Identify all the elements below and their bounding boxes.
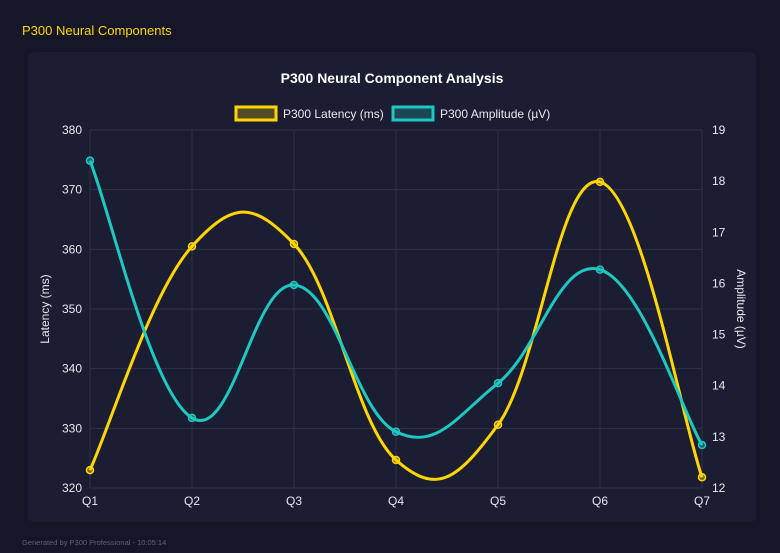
data-point (493, 378, 503, 388)
data-point (289, 239, 299, 249)
y-right-tick-label: 12 (712, 481, 726, 495)
y-right-tick-label: 18 (712, 174, 726, 188)
legend-label: P300 Latency (ms) (283, 107, 384, 121)
y-left-tick-label: 380 (62, 123, 82, 137)
chart-title: P300 Neural Component Analysis (281, 70, 504, 86)
y-right-tick-label: 14 (712, 379, 726, 393)
y-left-tick-label: 350 (62, 302, 82, 316)
x-tick-label: Q4 (388, 494, 404, 508)
legend-swatch (391, 105, 435, 122)
legend-swatch (234, 105, 278, 122)
x-tick-label: Q5 (490, 494, 506, 508)
y-left-tick-label: 370 (62, 183, 82, 197)
series-line-1 (88, 160, 704, 446)
data-point (493, 420, 503, 430)
data-point (85, 465, 95, 475)
y-right-axis-title: Amplitude (µV) (734, 269, 748, 349)
y-right-tick-label: 19 (712, 123, 726, 137)
data-point (595, 177, 605, 187)
data-point (187, 242, 197, 251)
y-right-tick-label: 17 (712, 225, 726, 239)
x-tick-label: Q3 (286, 494, 302, 508)
x-tick-label: Q7 (694, 494, 710, 508)
footer-text: Generated by P300 Professional - 10:05:1… (22, 538, 167, 547)
data-point (391, 427, 401, 436)
y-left-tick-label: 330 (62, 421, 82, 435)
data-point (391, 455, 401, 465)
y-left-axis-title: Latency (ms) (38, 274, 52, 343)
y-left-tick-label: 340 (62, 362, 82, 376)
y-right-tick-label: 15 (712, 328, 726, 342)
data-point (187, 413, 197, 423)
x-tick-label: Q6 (592, 494, 608, 508)
page-title: P300 Neural Components (22, 23, 172, 38)
y-right-tick-label: 13 (712, 430, 726, 444)
data-point (697, 473, 707, 482)
x-tick-label: Q2 (184, 494, 200, 508)
y-right-tick-label: 16 (712, 276, 726, 290)
y-left-tick-label: 320 (62, 481, 82, 495)
data-point (289, 280, 299, 290)
y-left-tick-label: 360 (62, 242, 82, 256)
data-point (595, 265, 605, 274)
legend-label: P300 Amplitude (µV) (440, 107, 550, 121)
data-point (85, 156, 95, 165)
data-point (697, 440, 707, 450)
series-line-0 (88, 180, 704, 481)
x-tick-label: Q1 (82, 494, 98, 508)
